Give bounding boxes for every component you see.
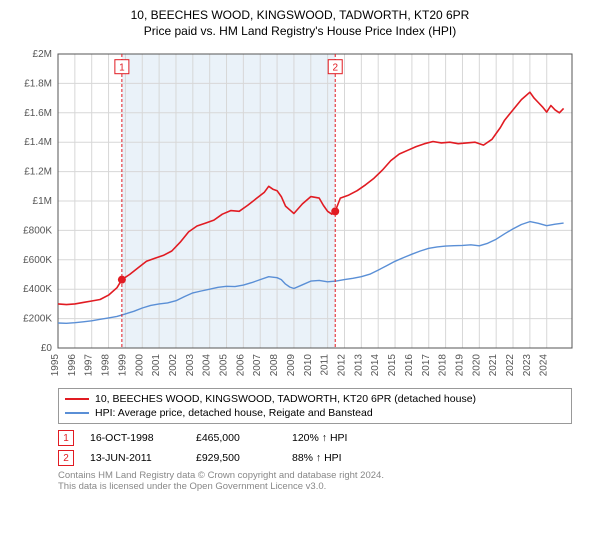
svg-text:2005: 2005: [219, 354, 230, 377]
svg-text:£200K: £200K: [23, 314, 52, 325]
svg-text:£0: £0: [41, 343, 53, 354]
svg-text:2010: 2010: [303, 354, 314, 377]
marker-row: 2 13-JUN-2011 £929,500 88% ↑ HPI: [58, 448, 572, 468]
svg-text:2017: 2017: [421, 354, 432, 377]
svg-text:1: 1: [119, 63, 125, 74]
svg-text:2012: 2012: [336, 354, 347, 377]
chart-area: £0 £200K £400K £600K £800K £1M £1.2M £1.4M £1.6M…: [8, 44, 592, 384]
marker-delta: 88% ↑ HPI: [292, 452, 392, 464]
svg-text:2006: 2006: [235, 354, 246, 377]
svg-text:2001: 2001: [151, 354, 162, 377]
svg-text:2020: 2020: [471, 354, 482, 377]
svg-text:2013: 2013: [353, 354, 364, 377]
svg-text:£400K: £400K: [23, 284, 52, 295]
svg-text:2023: 2023: [522, 354, 533, 377]
svg-text:2004: 2004: [202, 354, 213, 377]
footer-line: This data is licensed under the Open Gov…: [58, 481, 572, 492]
marker-row: 1 16-OCT-1998 £465,000 120% ↑ HPI: [58, 428, 572, 448]
legend-label: HPI: Average price, detached house, Reig…: [95, 407, 373, 419]
svg-text:2015: 2015: [387, 354, 398, 377]
svg-text:2008: 2008: [269, 354, 280, 377]
marker-date: 13-JUN-2011: [90, 452, 180, 464]
legend-swatch: [65, 412, 89, 414]
svg-text:2002: 2002: [168, 354, 179, 377]
svg-text:2019: 2019: [454, 354, 465, 377]
marker-delta: 120% ↑ HPI: [292, 432, 392, 444]
svg-text:2000: 2000: [134, 354, 145, 377]
svg-text:1999: 1999: [117, 354, 128, 377]
svg-text:£1M: £1M: [33, 196, 52, 207]
marker-badge: 2: [58, 450, 74, 466]
svg-text:2014: 2014: [370, 354, 381, 377]
svg-text:£1.4M: £1.4M: [24, 137, 52, 148]
svg-text:1997: 1997: [84, 354, 95, 377]
chart-title: 10, BEECHES WOOD, KINGSWOOD, TADWORTH, K…: [8, 8, 592, 22]
footer-line: Contains HM Land Registry data © Crown c…: [58, 470, 572, 481]
svg-text:1996: 1996: [67, 354, 78, 377]
svg-text:2024: 2024: [539, 354, 550, 377]
svg-text:£1.8M: £1.8M: [24, 78, 52, 89]
marker-price: £465,000: [196, 432, 276, 444]
svg-text:£2M: £2M: [33, 49, 52, 60]
legend-row: HPI: Average price, detached house, Reig…: [65, 406, 565, 420]
chart-subtitle: Price paid vs. HM Land Registry's House …: [8, 24, 592, 38]
svg-text:2011: 2011: [320, 354, 331, 376]
svg-text:£1.2M: £1.2M: [24, 167, 52, 178]
legend-row: 10, BEECHES WOOD, KINGSWOOD, TADWORTH, K…: [65, 392, 565, 406]
svg-text:2007: 2007: [252, 354, 263, 377]
legend-swatch: [65, 398, 89, 400]
svg-text:£600K: £600K: [23, 255, 52, 266]
svg-text:1998: 1998: [101, 354, 112, 377]
svg-text:2022: 2022: [505, 354, 516, 377]
marker-badge: 1: [58, 430, 74, 446]
svg-text:1995: 1995: [50, 354, 61, 377]
legend: 10, BEECHES WOOD, KINGSWOOD, TADWORTH, K…: [58, 388, 572, 424]
svg-text:2003: 2003: [185, 354, 196, 377]
legend-label: 10, BEECHES WOOD, KINGSWOOD, TADWORTH, K…: [95, 393, 476, 405]
svg-text:2009: 2009: [286, 354, 297, 377]
marker-price: £929,500: [196, 452, 276, 464]
svg-text:2016: 2016: [404, 354, 415, 377]
footer-attribution: Contains HM Land Registry data © Crown c…: [58, 470, 572, 492]
svg-text:£800K: £800K: [23, 225, 52, 236]
svg-text:2021: 2021: [488, 354, 499, 377]
svg-text:£1.6M: £1.6M: [24, 108, 52, 119]
svg-text:2018: 2018: [438, 354, 449, 377]
marker-date: 16-OCT-1998: [90, 432, 180, 444]
marker-table: 1 16-OCT-1998 £465,000 120% ↑ HPI 2 13-JUN-20…: [58, 428, 572, 468]
svg-text:2: 2: [332, 63, 338, 74]
line-chart-svg: £0 £200K £400K £600K £800K £1M £1.2M £1.4M £1.6M…: [8, 44, 592, 384]
